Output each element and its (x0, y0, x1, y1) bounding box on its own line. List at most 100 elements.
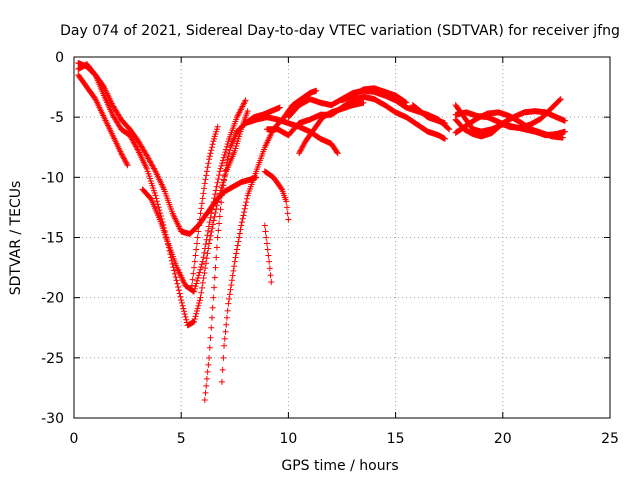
data-point (213, 244, 220, 251)
data-point (301, 140, 308, 147)
data-point (263, 240, 270, 247)
data-point (240, 212, 247, 219)
data-point (193, 240, 200, 247)
data-point (208, 144, 215, 151)
data-point (216, 220, 223, 227)
data-point (207, 150, 214, 157)
data-point (244, 108, 251, 115)
data-point (297, 147, 304, 154)
data-point (403, 99, 410, 106)
data-point (237, 226, 244, 233)
data-point (155, 204, 162, 211)
data-point (196, 300, 203, 307)
data-point (202, 176, 209, 183)
data-point (209, 202, 216, 209)
x-axis-label: GPS time / hours (281, 458, 398, 474)
data-point (445, 125, 452, 132)
data-point (189, 276, 196, 283)
data-point (230, 267, 237, 274)
data-point (212, 209, 219, 216)
data-point (220, 354, 227, 361)
data-point (300, 142, 307, 149)
chart-title: Day 074 of 2021, Sidereal Day-to-day VTE… (60, 23, 620, 39)
data-point (154, 198, 161, 205)
data-point (262, 228, 269, 235)
data-point (222, 167, 229, 174)
y-tick-label: -10 (41, 170, 64, 186)
data-point (298, 146, 305, 153)
data-point (441, 135, 448, 142)
data-point (215, 175, 222, 182)
data-point (210, 198, 217, 205)
data-point (221, 172, 228, 179)
y-tick-label: -25 (41, 351, 64, 367)
data-point (214, 234, 221, 241)
data-point (198, 200, 205, 207)
data-point (203, 172, 210, 179)
data-point (298, 144, 305, 151)
data-point (238, 222, 245, 229)
data-point (177, 293, 184, 300)
series-track-14 (339, 85, 410, 106)
data-point (194, 274, 201, 281)
data-point (206, 153, 213, 160)
data-point (213, 254, 220, 261)
data-point (227, 286, 234, 293)
data-point (174, 280, 181, 287)
data-point (208, 324, 215, 331)
data-point (153, 195, 160, 202)
data-point (225, 153, 232, 160)
x-tick-label: 5 (177, 431, 186, 447)
data-point (561, 128, 568, 135)
series-track-19 (452, 109, 566, 141)
data-point (205, 223, 212, 230)
data-point (201, 396, 208, 403)
data-point (263, 234, 270, 241)
data-point (197, 294, 204, 301)
data-point (208, 229, 215, 236)
data-point (285, 216, 292, 223)
x-tick-label: 10 (279, 431, 297, 447)
data-point (234, 242, 241, 249)
data-point (197, 210, 204, 217)
data-point (194, 277, 201, 284)
data-point (211, 284, 218, 291)
data-point (228, 281, 235, 288)
data-point (219, 187, 226, 194)
data-point (123, 160, 130, 167)
y-axis-label: SDTVAR / TECUs (8, 181, 24, 296)
x-tick-label: 0 (70, 431, 79, 447)
data-point (209, 304, 216, 311)
data-point (181, 311, 188, 318)
data-point (218, 378, 225, 385)
data-point (208, 210, 215, 217)
data-point (191, 288, 198, 295)
data-point (243, 199, 250, 206)
data-point (265, 252, 272, 259)
data-point (200, 254, 207, 261)
series-track-2 (75, 72, 131, 169)
data-point (210, 294, 217, 301)
data-point (124, 162, 131, 169)
axis-ticks (73, 56, 611, 419)
data-point (264, 246, 271, 253)
data-point (218, 162, 225, 169)
data-point (216, 172, 223, 179)
data-point (223, 159, 230, 166)
data-point (119, 152, 126, 159)
data-point (233, 250, 240, 257)
data-point (561, 117, 568, 124)
data-point (266, 258, 273, 265)
data-point (179, 302, 186, 309)
data-point (223, 314, 230, 321)
data-point (334, 150, 341, 157)
series-track-13 (263, 93, 448, 142)
data-point (204, 368, 211, 375)
data-point (152, 192, 159, 199)
data-point (226, 296, 233, 303)
data-point (218, 192, 225, 199)
x-tick-label: 15 (387, 431, 405, 447)
data-point (201, 245, 208, 252)
data-point (195, 302, 202, 309)
